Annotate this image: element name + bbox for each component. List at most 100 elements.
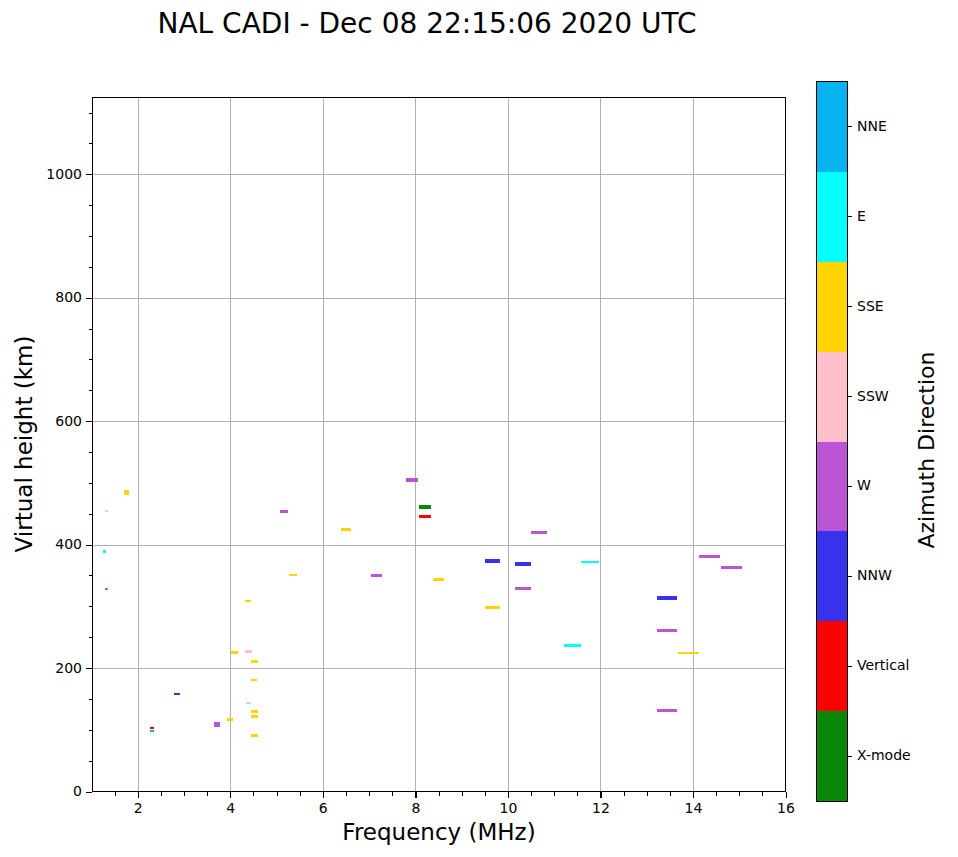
colorbar-label: Azimuth Direction (914, 351, 939, 548)
chart-title: NAL CADI - Dec 08 22:15:06 2020 UTC (0, 7, 854, 40)
data-point (124, 490, 129, 495)
ionogram-figure: NAL CADI - Dec 08 22:15:06 2020 UTC Virt… (0, 0, 958, 857)
x-minor-tick (184, 792, 185, 796)
colorbar-category-label: SSW (857, 388, 889, 404)
data-point (678, 652, 699, 654)
y-tick-label: 200 (26, 660, 82, 676)
x-axis-label: Frequency (MHz) (92, 819, 786, 845)
colorbar-band-SSW (817, 352, 847, 442)
x-major-tick (508, 792, 509, 798)
x-major-tick (230, 792, 231, 798)
colorbar-tick (848, 756, 852, 757)
data-point (174, 693, 180, 695)
x-minor-tick (670, 792, 671, 796)
data-point (245, 650, 252, 653)
x-minor-tick (207, 792, 208, 796)
data-point (251, 660, 258, 663)
colorbar-band-X-mode (817, 711, 847, 801)
data-point (280, 510, 288, 513)
colorbar-category-label: Vertical (857, 657, 909, 673)
data-point (103, 550, 106, 553)
colorbar-band-E (817, 172, 847, 262)
data-point (564, 644, 581, 647)
x-major-tick (600, 792, 601, 798)
x-minor-tick (346, 792, 347, 796)
colorbar-category-label: NNW (857, 567, 892, 583)
colorbar-category-label: NNE (857, 118, 887, 134)
colorbar-tick (848, 576, 852, 577)
data-point (105, 510, 108, 512)
x-tick-label: 12 (581, 800, 621, 816)
x-minor-tick (485, 792, 486, 796)
x-tick-label: 10 (488, 800, 528, 816)
data-point (251, 679, 257, 681)
x-minor-tick (277, 792, 278, 796)
plot-area (92, 97, 786, 792)
x-tick-label: 8 (396, 800, 436, 816)
x-major-tick (693, 792, 694, 798)
data-point (150, 730, 154, 732)
x-major-tick (323, 792, 324, 798)
data-point (251, 715, 258, 718)
data-point (515, 587, 531, 590)
colorbar-tick (848, 486, 852, 487)
colorbar-category-label: X-mode (857, 747, 911, 763)
y-tick-label: 0 (26, 783, 82, 799)
x-tick-label: 6 (303, 800, 343, 816)
x-minor-tick (161, 792, 162, 796)
colorbar-category-label: E (857, 208, 866, 224)
x-minor-tick (115, 792, 116, 796)
data-point (515, 562, 531, 566)
data-point (406, 478, 418, 482)
x-tick-label: 16 (766, 800, 806, 816)
data-point (531, 531, 547, 534)
data-point (246, 702, 251, 704)
colorbar-tick (848, 666, 852, 667)
data-point (371, 574, 382, 577)
colorbar-category-label: SSE (857, 298, 884, 314)
data-point (699, 555, 720, 558)
x-minor-tick (392, 792, 393, 796)
data-point (657, 629, 677, 632)
colorbar-band-NNW (817, 531, 847, 621)
x-minor-tick (531, 792, 532, 796)
x-minor-tick (300, 792, 301, 796)
data-point (721, 566, 742, 569)
colorbar-band-NNE (817, 82, 847, 172)
data-point (433, 578, 444, 581)
x-minor-tick (739, 792, 740, 796)
colorbar-band-SSE (817, 262, 847, 352)
data-point (581, 561, 599, 563)
data-point (485, 606, 500, 609)
data-point (485, 559, 500, 563)
x-minor-tick (369, 792, 370, 796)
data-point (245, 600, 251, 602)
y-axis-label: Virtual height (km) (11, 336, 37, 553)
colorbar-tick (848, 126, 852, 127)
data-point (105, 588, 108, 590)
colorbar-tick (848, 396, 852, 397)
data-point (214, 722, 220, 727)
y-tick-label: 1000 (26, 166, 82, 182)
data-point (657, 709, 677, 712)
data-point (227, 718, 233, 721)
colorbar-category-label: W (857, 477, 871, 493)
y-tick-label: 800 (26, 289, 82, 305)
x-minor-tick (624, 792, 625, 796)
x-tick-label: 4 (211, 800, 251, 816)
x-minor-tick (253, 792, 254, 796)
data-point (231, 651, 238, 654)
x-tick-label: 2 (118, 800, 158, 816)
x-minor-tick (439, 792, 440, 796)
data-point (419, 515, 431, 518)
x-minor-tick (647, 792, 648, 796)
x-minor-tick (716, 792, 717, 796)
data-point (289, 574, 297, 576)
colorbar-tick (848, 306, 852, 307)
x-major-tick (138, 792, 139, 798)
colorbar-tick (848, 216, 852, 217)
x-minor-tick (762, 792, 763, 796)
data-point (419, 505, 431, 509)
data-point (341, 528, 351, 531)
data-point (251, 710, 258, 713)
